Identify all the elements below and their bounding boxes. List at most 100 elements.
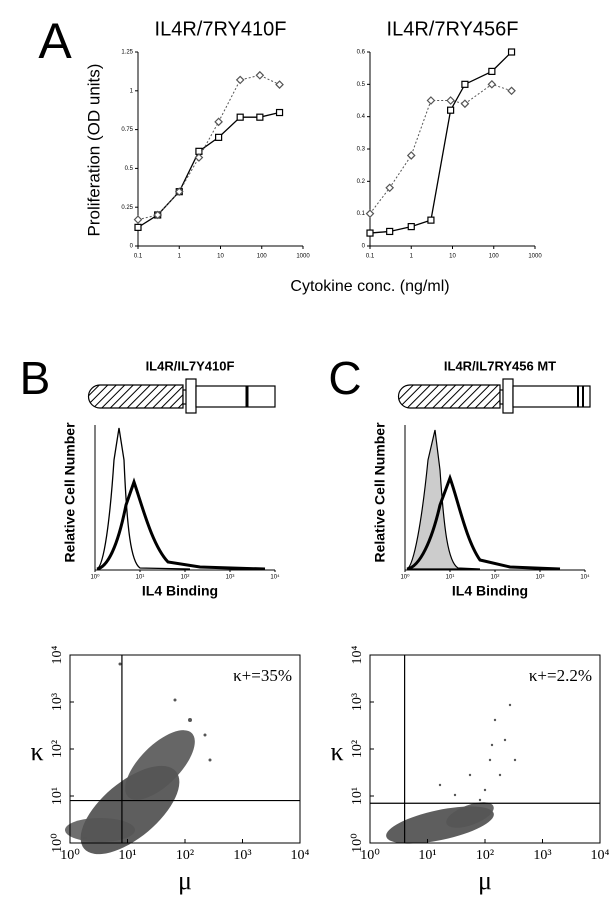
marker: [236, 113, 244, 121]
x-tick-label: 10³: [226, 575, 235, 581]
x-tick-label: 100: [489, 254, 500, 260]
marker: [256, 113, 264, 121]
marker: [153, 210, 163, 220]
x-tick-label: 1000: [528, 254, 542, 260]
histogram-curve: [96, 477, 266, 571]
x-tick-label: 10⁰: [90, 574, 100, 581]
x-tick-label: 10⁴: [270, 574, 280, 581]
chart-title: IL4R/7RY410F: [155, 18, 287, 40]
chart-title: IL4R/IL7Y410F: [146, 358, 235, 373]
marker: [134, 223, 142, 231]
marker: [215, 133, 223, 141]
marker: [487, 79, 497, 89]
y-axis-label: Relative Cell Number: [62, 422, 78, 563]
marker: [275, 80, 284, 89]
x-tick-label: 10⁰: [400, 574, 410, 581]
marker: [407, 223, 415, 231]
x-tick-label: 10⁴: [580, 574, 590, 581]
y-tick-label: 10¹: [350, 787, 365, 805]
histogram-curve: [406, 429, 481, 570]
x-tick-label: 100: [257, 254, 268, 260]
x-axis-label: IL4 Binding: [142, 583, 218, 599]
annotation: κ+=2.2%: [529, 666, 592, 685]
y-axis-label: κ: [330, 737, 343, 766]
x-axis-label: Cytokine conc. (ng/ml): [290, 278, 449, 295]
dot-cloud: [386, 703, 517, 844]
marker: [426, 96, 436, 105]
panel-label: B: [20, 352, 51, 404]
y-tick-label: 0.4: [357, 114, 366, 120]
series-line: [137, 74, 280, 221]
x-tick-label: 10⁰: [60, 848, 80, 863]
marker: [366, 229, 374, 237]
marker: [133, 215, 143, 224]
x-tick-label: 10¹: [136, 575, 145, 581]
x-tick-label: 10⁴: [291, 848, 310, 863]
marker: [255, 70, 265, 80]
x-tick-label: 10²: [491, 575, 500, 581]
y-tick-label: 0: [362, 244, 366, 250]
marker: [507, 48, 516, 56]
y-tick-label: 1: [130, 88, 134, 94]
y-tick-label: 10⁴: [350, 645, 365, 664]
x-axis-label: μ: [178, 866, 192, 895]
annotation: κ+=35%: [233, 666, 292, 685]
marker: [214, 117, 223, 127]
chart-title: IL4R/IL7RY456 MT: [444, 358, 556, 373]
series-line: [369, 83, 512, 214]
y-axis-label: κ: [30, 737, 43, 766]
chart-title: IL4R/7RY456F: [387, 18, 519, 40]
x-tick-label: 1: [410, 254, 414, 260]
y-tick-label: 0.6: [357, 50, 366, 56]
x-tick-label: 10³: [533, 848, 551, 863]
x-tick-label: 10²: [181, 575, 190, 581]
dot-cloud: [65, 662, 212, 855]
x-axis-label: μ: [478, 866, 492, 895]
y-tick-label: 1.25: [121, 50, 133, 56]
y-tick-label: 0.3: [357, 147, 366, 153]
y-tick-label: 10³: [350, 693, 365, 711]
y-tick-label: 0: [130, 244, 134, 250]
series-line: [369, 51, 513, 234]
x-tick-label: 10²: [176, 848, 194, 863]
series-line: [137, 111, 280, 228]
x-tick-label: 10³: [536, 575, 545, 581]
y-tick-label: 10⁰: [350, 833, 365, 853]
x-tick-label: 10¹: [118, 848, 136, 863]
y-tick-label: 10¹: [50, 787, 65, 805]
marker: [365, 209, 375, 219]
x-tick-label: 10²: [476, 848, 494, 863]
panel-label: C: [328, 352, 361, 404]
marker: [507, 86, 516, 96]
construct-diagram: [87, 378, 276, 414]
marker: [275, 108, 284, 117]
histogram-curve: [406, 473, 561, 571]
marker: [235, 75, 245, 85]
panel-label: A: [38, 13, 72, 69]
x-tick-label: 10³: [233, 848, 251, 863]
construct-diagram: [397, 378, 591, 414]
y-tick-label: 0.5: [357, 82, 366, 88]
y-tick-label: 10⁰: [50, 833, 65, 853]
marker: [488, 67, 496, 76]
marker: [447, 106, 455, 114]
x-tick-label: 1000: [296, 254, 310, 260]
marker: [460, 99, 470, 109]
histogram-curve: [96, 427, 191, 570]
y-tick-label: 10⁴: [50, 645, 65, 664]
y-tick-label: 10²: [350, 740, 365, 758]
x-tick-label: 0.1: [366, 254, 375, 260]
x-tick-label: 1: [178, 254, 182, 260]
x-tick-label: 10: [449, 254, 456, 260]
x-tick-label: 10: [217, 254, 224, 260]
marker: [427, 216, 435, 224]
y-tick-label: 0.5: [125, 166, 134, 172]
y-axis-label: Relative Cell Number: [372, 422, 388, 563]
x-tick-label: 0.1: [134, 254, 143, 260]
y-tick-label: 10²: [50, 740, 65, 758]
marker: [461, 80, 469, 88]
marker: [174, 187, 184, 197]
y-tick-label: 0.75: [121, 127, 133, 133]
x-tick-label: 10¹: [418, 848, 436, 863]
